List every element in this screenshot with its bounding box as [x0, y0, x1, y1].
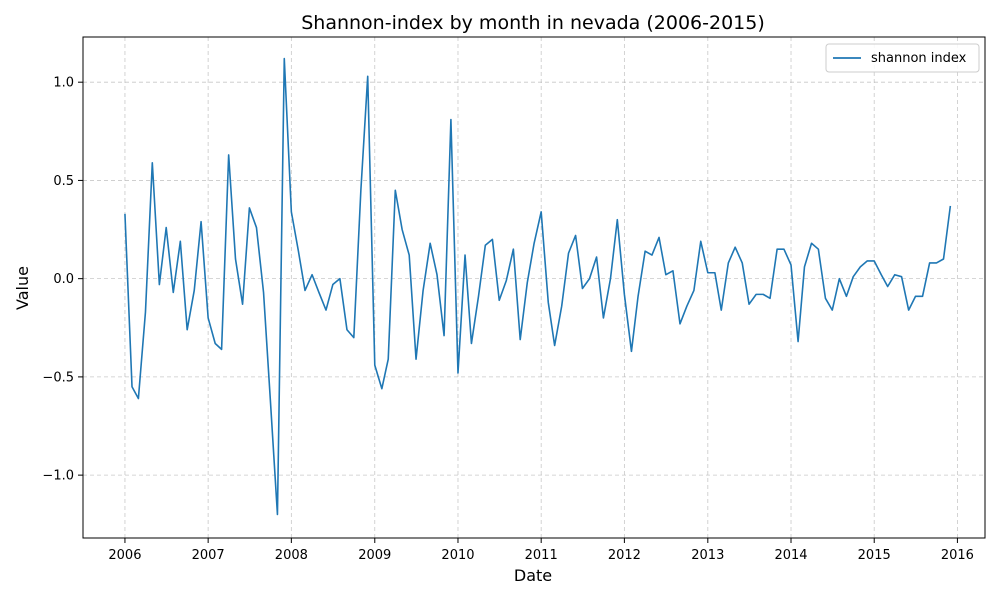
- x-axis-label: Date: [514, 566, 552, 585]
- x-tick-label: 2014: [774, 548, 807, 563]
- plot-area: [124, 57, 952, 516]
- y-tick-label: −0.5: [42, 370, 74, 385]
- y-tick-label: 1.0: [53, 76, 74, 91]
- x-tick-label: 2011: [525, 548, 558, 563]
- legend-box: [825, 43, 980, 73]
- chart-title: Shannon-index by month in nevada (2006-2…: [301, 12, 765, 34]
- legend: shannon index: [825, 43, 980, 73]
- x-tick-label: 2009: [358, 548, 391, 563]
- y-axis-ticks: −1.0 −0.5 0.0 0.5 1.0: [42, 76, 83, 484]
- plot-frame: [82, 36, 986, 539]
- x-tick-label: 2012: [608, 548, 641, 563]
- series-line-shannon-index: [124, 57, 952, 516]
- y-tick-label: 0.0: [53, 272, 74, 287]
- x-tick-label: 2008: [275, 548, 308, 563]
- gridlines: [83, 37, 985, 538]
- y-axis-label: Value: [13, 266, 32, 310]
- x-tick-label: 2016: [941, 548, 974, 563]
- y-tick-label: −1.0: [42, 469, 74, 484]
- x-tick-label: 2013: [691, 548, 724, 563]
- y-tick-label: 0.5: [53, 174, 74, 189]
- x-axis-ticks: 2006 2007 2008 2009 2010 2011 2012 2013 2014 2015…: [108, 538, 974, 563]
- x-tick-label: 2010: [441, 548, 474, 563]
- x-tick-label: 2006: [108, 548, 141, 563]
- x-tick-label: 2007: [192, 548, 225, 563]
- x-tick-label: 2015: [858, 548, 891, 563]
- legend-label-shannon-index: shannon index: [871, 51, 967, 66]
